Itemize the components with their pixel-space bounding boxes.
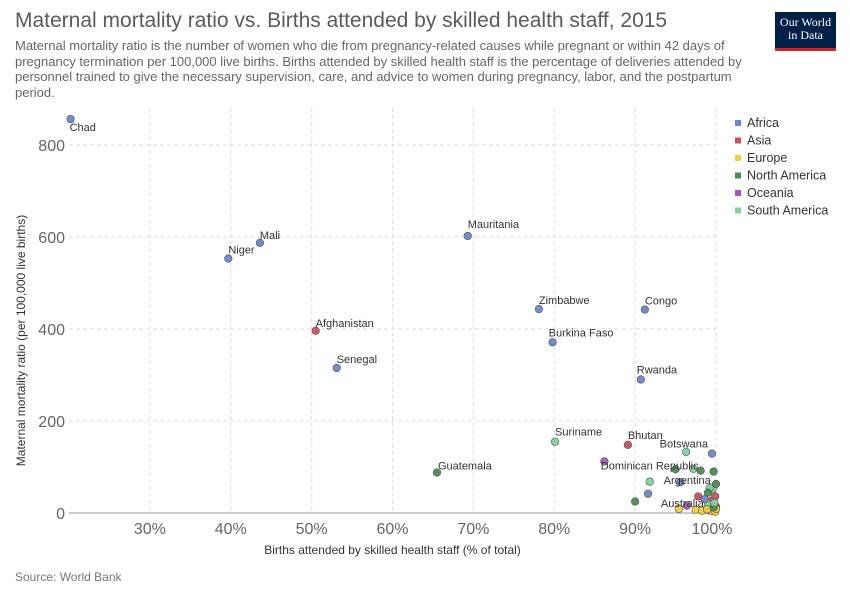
point-label: Bhutan (628, 430, 663, 442)
legend-item: North America (747, 169, 826, 183)
legend-swatch (735, 172, 741, 179)
point-chad (66, 114, 75, 124)
point-label: Burkina Faso (549, 327, 614, 339)
logo-line-2: in Data (788, 28, 823, 42)
chart-title: Maternal mortality ratio vs. Births atte… (15, 9, 668, 32)
point-label: Botswana (660, 439, 709, 451)
point-label: Suriname (555, 427, 602, 439)
point (676, 478, 685, 487)
x-tick-label: 90% (619, 521, 651, 538)
point (711, 479, 721, 489)
point-suriname (550, 437, 560, 446)
legend-swatch (735, 155, 741, 161)
legend-swatch (735, 207, 741, 214)
legend-swatch (735, 137, 741, 144)
legend-item: South America (747, 204, 828, 218)
point-zimbabwe (534, 305, 543, 314)
point-mali (255, 238, 264, 247)
chart-subtitle: Maternal mortality ratio is the number o… (15, 38, 742, 100)
point (671, 465, 680, 474)
y-tick-label: 0 (56, 506, 65, 523)
legend-swatch (735, 120, 741, 126)
point (689, 464, 698, 473)
point-label: Congo (645, 296, 677, 308)
logo-line-1: Our World (779, 15, 832, 29)
point-congo (640, 305, 649, 314)
point-label: Rwanda (637, 365, 678, 377)
point-botswana (707, 449, 717, 458)
point-label: Guatemala (438, 461, 493, 473)
owid-logo[interactable]: Our World in Data (775, 12, 836, 51)
x-tick-label: 100% (692, 521, 733, 538)
point (709, 467, 718, 476)
point-bhutan (623, 440, 632, 449)
point-label: Zimbabwe (539, 295, 590, 307)
point-labels: Chad Mali Niger Mauritania Zimbabwe Congo Afgh… (70, 122, 712, 510)
point-guatemala (432, 468, 442, 477)
point (700, 495, 709, 504)
point (703, 488, 713, 497)
grid-lines (69, 108, 717, 513)
y-tick-label: 800 (38, 138, 65, 155)
point (631, 497, 640, 506)
point-label: Niger (228, 244, 255, 256)
point-senegal (332, 363, 341, 373)
point-label: Mauritania (468, 219, 520, 231)
legend-item: Oceania (747, 186, 794, 200)
point-mauritania (463, 231, 472, 241)
point-burkina-faso (548, 338, 557, 347)
y-tick-label: 400 (38, 322, 65, 339)
point (682, 501, 691, 510)
point-niger (224, 254, 233, 263)
legend-item: Africa (747, 116, 779, 130)
point-rwanda (636, 375, 645, 384)
x-tick-label: 40% (215, 521, 247, 538)
source-note: Source: World Bank (15, 570, 122, 584)
point (710, 498, 719, 507)
point (681, 447, 691, 456)
point-label: Senegal (337, 354, 377, 366)
point-label: Chad (70, 122, 96, 134)
y-tick-label: 600 (38, 230, 65, 247)
legend-swatch (735, 190, 741, 196)
legend-item: Asia (747, 134, 771, 148)
x-axis-label: Births attended by skilled health staff … (264, 543, 521, 557)
x-tick-label: 60% (376, 521, 408, 538)
axes: 0 200 400 600 800 30% 40% 50% 60% 70% 80% 90% 100% Bi… (14, 138, 732, 557)
y-axis-label: Maternal mortality ratio (per 100,000 li… (14, 215, 28, 466)
point-label: Argentina (664, 475, 712, 487)
point-label: Afghanistan (316, 318, 374, 330)
point (600, 457, 609, 466)
point-label: Dominican Republic (601, 461, 699, 473)
point-afghanistan (311, 326, 320, 335)
point (674, 504, 683, 513)
point-label: Mali (260, 230, 280, 242)
legend-item: Europe (747, 151, 787, 165)
y-tick-label: 200 (38, 414, 65, 431)
x-tick-label: 30% (134, 521, 166, 538)
point (643, 489, 653, 498)
x-tick-label: 80% (538, 521, 570, 538)
legend: Africa Asia Europe North America Oceania Sout… (735, 116, 828, 218)
x-tick-label: 70% (457, 521, 489, 538)
data-points (66, 114, 721, 516)
point-label: Australia (661, 498, 705, 510)
point (645, 477, 654, 486)
x-tick-label: 50% (296, 521, 328, 538)
logo-accent-bar (775, 48, 836, 51)
